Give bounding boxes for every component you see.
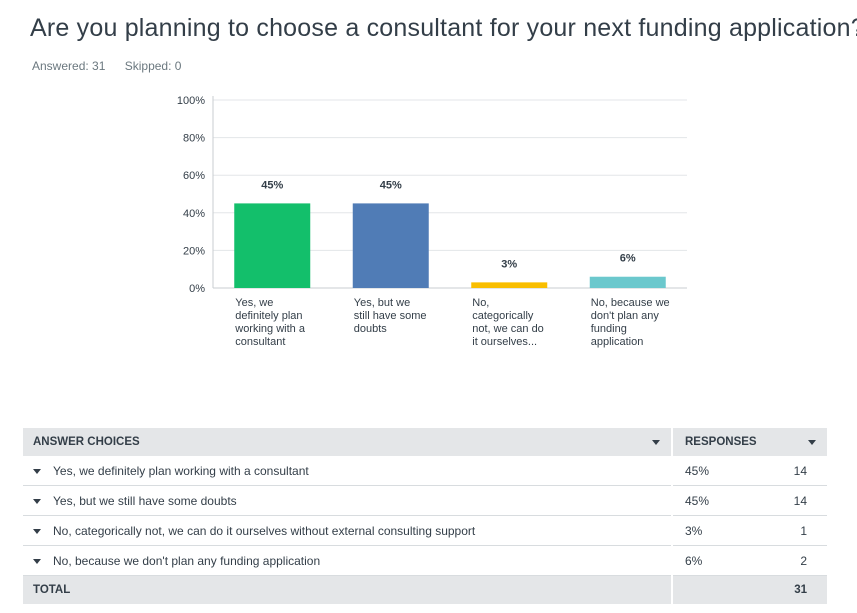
bar-value-label: 6%: [620, 253, 636, 265]
x-tick-label-line: funding: [590, 323, 627, 335]
table-row: Yes, we definitely plan working with a c…: [23, 456, 827, 486]
answer-choices-header-label: ANSWER CHOICES: [33, 436, 140, 448]
x-tick-label-line: it ourselves...: [472, 336, 538, 348]
row-percent: 3%: [671, 515, 776, 546]
answered-count: Answered: 31: [32, 59, 106, 73]
response-stats: Answered: 31 Skipped: 0: [32, 59, 197, 73]
x-tick-label-line: don't plan any: [590, 310, 659, 322]
expand-caret-icon[interactable]: [33, 468, 41, 474]
bar: [589, 276, 666, 288]
row-percent: 45%: [671, 485, 776, 516]
table-row: No, categorically not, we can do it ours…: [23, 515, 827, 546]
table-row: No, because we don't plan any funding ap…: [23, 545, 827, 576]
table-header: ANSWER CHOICES RESPONSES: [23, 428, 827, 456]
row-choice: Yes, but we still have some doubts: [53, 493, 237, 508]
total-label: TOTAL: [23, 575, 672, 604]
row-count: 14: [776, 485, 827, 516]
row-choice: No, because we don't plan any funding ap…: [53, 553, 321, 568]
x-tick-label: No, categorically not, we can do it ourselv…: [472, 297, 556, 349]
x-tick-label-line: Yes, but we: [353, 297, 411, 309]
expand-caret-icon[interactable]: [33, 558, 41, 564]
row-count: 14: [776, 456, 827, 486]
x-tick-label-line: consultant: [235, 336, 286, 348]
x-tick-label-line: still have some: [353, 310, 427, 322]
sort-caret-icon[interactable]: [652, 440, 660, 445]
table-row: Yes, but we still have some doubts 45% 1…: [23, 485, 827, 516]
answer-table: ANSWER CHOICES RESPONSES Yes, we definit…: [23, 428, 827, 604]
row-choice: Yes, we definitely plan working with a c…: [53, 463, 309, 478]
x-tick-label-line: No,: [472, 297, 490, 309]
expand-caret-icon[interactable]: [33, 498, 41, 504]
total-count: 31: [776, 575, 827, 604]
responses-header-label: RESPONSES: [685, 436, 757, 448]
y-tick-label: 80%: [183, 133, 205, 145]
x-tick-label-line: doubts: [353, 323, 387, 335]
row-count: 2: [776, 545, 827, 576]
row-count: 1: [776, 515, 827, 546]
row-percent: 6%: [671, 545, 776, 576]
y-tick-label: 40%: [183, 208, 205, 220]
row-percent: 45%: [671, 456, 776, 486]
skipped-count: Skipped: 0: [124, 59, 182, 73]
sort-caret-icon[interactable]: [808, 440, 816, 445]
bar-value-label: 3%: [501, 258, 517, 270]
y-tick-label: 20%: [183, 245, 205, 257]
total-row: TOTAL 31: [23, 575, 827, 604]
question-title: Are you planning to choose a consultant …: [30, 14, 857, 42]
bar-chart: 0% 20% 40% 60% 80% 100% 45% 45% 3% 6%: [177, 95, 687, 295]
y-tick-label: 60%: [183, 170, 205, 182]
x-tick-label: Yes, we definitely plan working with a cons…: [235, 297, 319, 349]
x-tick-label-line: definitely plan: [235, 310, 303, 322]
x-tick-label-line: application: [590, 336, 644, 348]
x-tick-label: Yes, but we still have some doubts: [354, 297, 438, 336]
responses-header[interactable]: RESPONSES: [671, 428, 827, 456]
expand-caret-icon[interactable]: [33, 528, 41, 534]
x-tick-label-line: not, we can do: [472, 323, 544, 335]
bar-value-label: 45%: [380, 179, 402, 191]
bar: [471, 282, 548, 288]
x-tick-label-line: Yes, we: [235, 297, 274, 309]
x-tick-label-line: categorically: [472, 310, 534, 322]
answer-choices-header[interactable]: ANSWER CHOICES: [23, 428, 672, 456]
row-choice: No, categorically not, we can do it ours…: [53, 523, 476, 538]
bar-value-label: 45%: [261, 179, 283, 191]
bar: [352, 203, 429, 288]
x-tick-label-line: No, because we: [590, 297, 670, 309]
y-tick-label: 100%: [177, 95, 205, 107]
y-tick-label: 0%: [189, 283, 205, 295]
x-tick-label: No, because we don't plan any funding appli…: [591, 297, 675, 349]
x-tick-label-line: working with a: [235, 323, 305, 335]
bar: [234, 203, 311, 288]
